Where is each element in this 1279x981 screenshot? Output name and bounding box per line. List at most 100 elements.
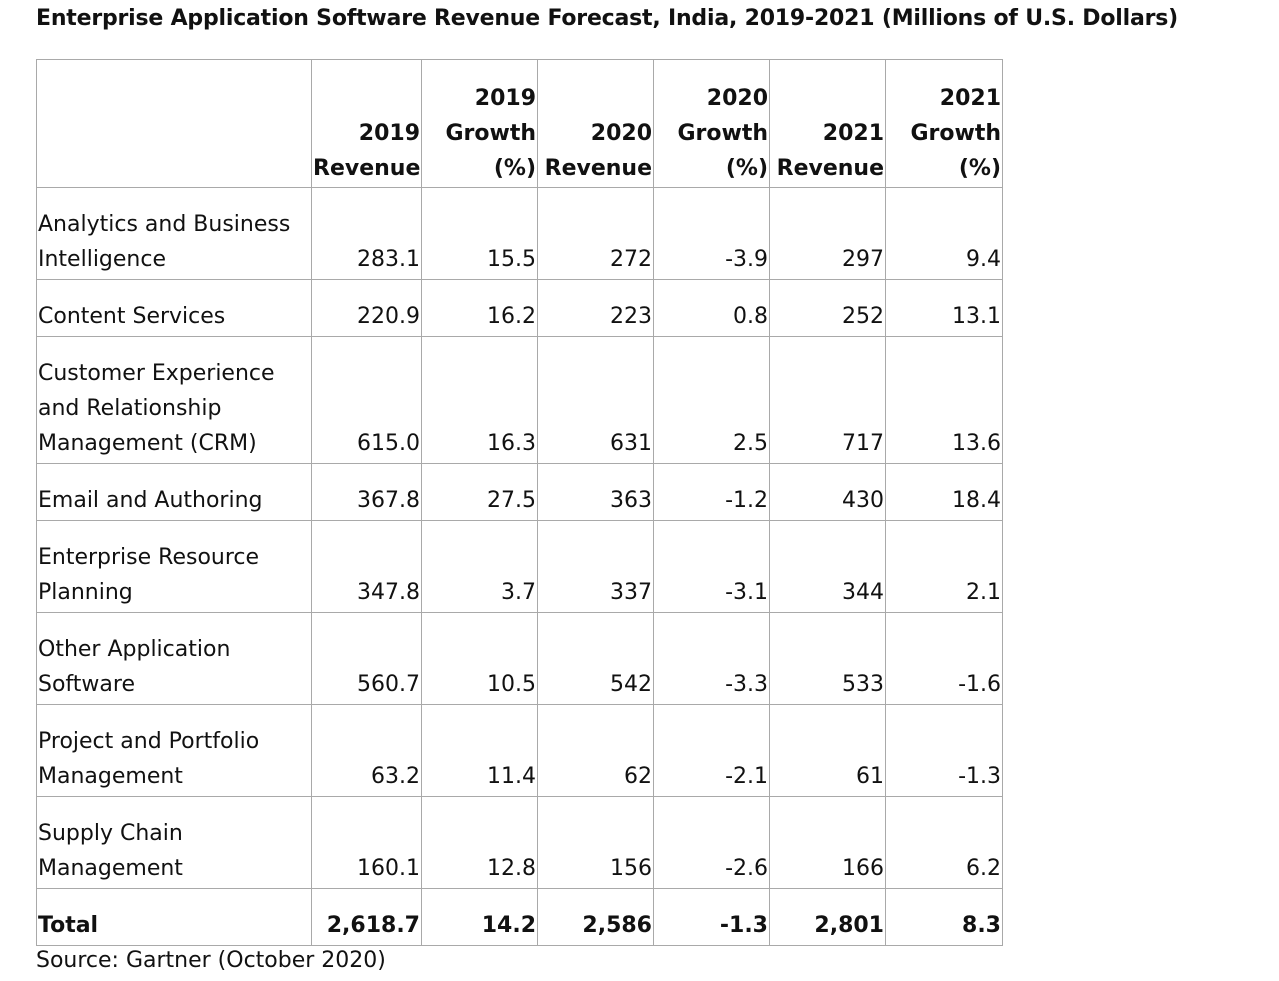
- table-cell: 166: [769, 796, 886, 889]
- column-header-line: (%): [493, 156, 536, 181]
- total-cell: 8.3: [885, 888, 1003, 946]
- row-label: Project and Portfolio Management: [36, 704, 312, 797]
- column-header: 2020 Revenue: [537, 59, 654, 188]
- row-label: Enterprise Resource Planning: [36, 520, 312, 613]
- total-cell: -1.3: [653, 888, 770, 946]
- row-label: Analytics and Business Intelligence: [36, 187, 312, 280]
- table-cell: 27.5: [421, 463, 538, 521]
- table-row: Other Application Software 560.7 10.5 542 -3.…: [36, 612, 1003, 705]
- column-header-line: 2019: [358, 121, 420, 146]
- table-cell: 560.7: [311, 612, 422, 705]
- table-cell: -1.2: [653, 463, 770, 521]
- table-row: Enterprise Resource Planning 347.8 3.7 337 -3…: [36, 520, 1003, 613]
- table-cell: -3.1: [653, 520, 770, 613]
- row-label: Supply Chain Management: [36, 796, 312, 889]
- table-cell: 283.1: [311, 187, 422, 280]
- table-cell: 61: [769, 704, 886, 797]
- table-body: Analytics and Business Intelligence 283.1 1…: [36, 187, 1003, 946]
- table-row: Supply Chain Management 160.1 12.8 156 -2.6 16…: [36, 796, 1003, 889]
- column-header-line: 2021: [939, 86, 1001, 111]
- row-label-line: Other Application: [38, 637, 231, 662]
- row-label-line: Planning: [38, 580, 133, 605]
- table-cell: 615.0: [311, 336, 422, 464]
- table-cell: 252: [769, 279, 886, 337]
- total-cell: 2,618.7: [311, 888, 422, 946]
- total-row: Total 2,618.7 14.2 2,586 -1.3 2,801 8.3: [36, 888, 1003, 946]
- row-label-line: Supply Chain: [38, 821, 183, 846]
- table-cell: 160.1: [311, 796, 422, 889]
- row-label: Content Services: [36, 279, 312, 337]
- table-cell: 13.6: [885, 336, 1003, 464]
- table-cell: 631: [537, 336, 654, 464]
- table-cell: 363: [537, 463, 654, 521]
- row-label-line: Software: [38, 672, 135, 697]
- table-cell: 3.7: [421, 520, 538, 613]
- table-cell: 9.4: [885, 187, 1003, 280]
- table-cell: 16.2: [421, 279, 538, 337]
- total-cell: 2,586: [537, 888, 654, 946]
- row-label-line: Management (CRM): [38, 431, 257, 456]
- table-cell: 156: [537, 796, 654, 889]
- revenue-forecast-table: 2019 Revenue 2019 Growth (%) 2020 Revenue 2020 G…: [36, 59, 1003, 946]
- table-cell: -1.6: [885, 612, 1003, 705]
- table-cell: 717: [769, 336, 886, 464]
- total-label: Total: [36, 888, 312, 946]
- table-cell: 533: [769, 612, 886, 705]
- table-cell: 367.8: [311, 463, 422, 521]
- table-cell: -2.1: [653, 704, 770, 797]
- row-label-line: Intelligence: [38, 247, 167, 272]
- row-label-line: Management: [38, 856, 183, 881]
- row-label-line: Customer Experience: [38, 361, 275, 386]
- column-header: 2020 Growth (%): [653, 59, 770, 188]
- column-header: 2019 Revenue: [311, 59, 422, 188]
- table-cell: 344: [769, 520, 886, 613]
- table-cell: 272: [537, 187, 654, 280]
- column-header-line: 2021: [822, 121, 884, 146]
- table-cell: -3.3: [653, 612, 770, 705]
- column-header: 2021 Growth (%): [885, 59, 1003, 188]
- column-header-line: 2019: [474, 86, 536, 111]
- row-label: Customer Experience and Relationship Manag…: [36, 336, 312, 464]
- table-cell: 63.2: [311, 704, 422, 797]
- table-cell: 11.4: [421, 704, 538, 797]
- row-label-line: Enterprise Resource: [38, 545, 260, 570]
- row-label-line: and Relationship: [38, 396, 222, 421]
- table-cell: 542: [537, 612, 654, 705]
- table-cell: 337: [537, 520, 654, 613]
- column-header-line: 2020: [590, 121, 652, 146]
- table-cell: 223: [537, 279, 654, 337]
- column-header-line: Revenue: [313, 156, 421, 181]
- row-label-line: Project and Portfolio: [38, 729, 260, 754]
- column-header-line: Growth: [677, 121, 768, 146]
- table-row: Content Services 220.9 16.2 223 0.8 252 13.1: [36, 279, 1003, 337]
- column-header-line: (%): [958, 156, 1001, 181]
- row-label-line: Content Services: [38, 304, 226, 329]
- table-cell: 62: [537, 704, 654, 797]
- column-header-line: Growth: [445, 121, 536, 146]
- table-cell: 2.1: [885, 520, 1003, 613]
- table-cell: 18.4: [885, 463, 1003, 521]
- column-header: 2021 Revenue: [769, 59, 886, 188]
- row-label: Other Application Software: [36, 612, 312, 705]
- table-cell: -3.9: [653, 187, 770, 280]
- table-cell: 10.5: [421, 612, 538, 705]
- table-row: Email and Authoring 367.8 27.5 363 -1.2 430 18…: [36, 463, 1003, 521]
- total-cell: 2,801: [769, 888, 886, 946]
- row-label-line: Email and Authoring: [38, 488, 263, 513]
- source-note: Source: Gartner (October 2020): [36, 948, 386, 973]
- table-row: Project and Portfolio Management 63.2 11.4 6…: [36, 704, 1003, 797]
- column-header: 2019 Growth (%): [421, 59, 538, 188]
- table-cell: 347.8: [311, 520, 422, 613]
- table-cell: 6.2: [885, 796, 1003, 889]
- column-header-line: Growth: [910, 121, 1001, 146]
- column-header-line: Revenue: [544, 156, 652, 181]
- column-header-line: (%): [725, 156, 768, 181]
- table-cell: 12.8: [421, 796, 538, 889]
- header-row: 2019 Revenue 2019 Growth (%) 2020 Revenue 2020 G…: [36, 59, 1003, 188]
- table-cell: 13.1: [885, 279, 1003, 337]
- row-label-line: Management: [38, 764, 183, 789]
- table-cell: 0.8: [653, 279, 770, 337]
- column-header-line: Revenue: [776, 156, 884, 181]
- table-row: Analytics and Business Intelligence 283.1 1…: [36, 187, 1003, 280]
- table-cell: 2.5: [653, 336, 770, 464]
